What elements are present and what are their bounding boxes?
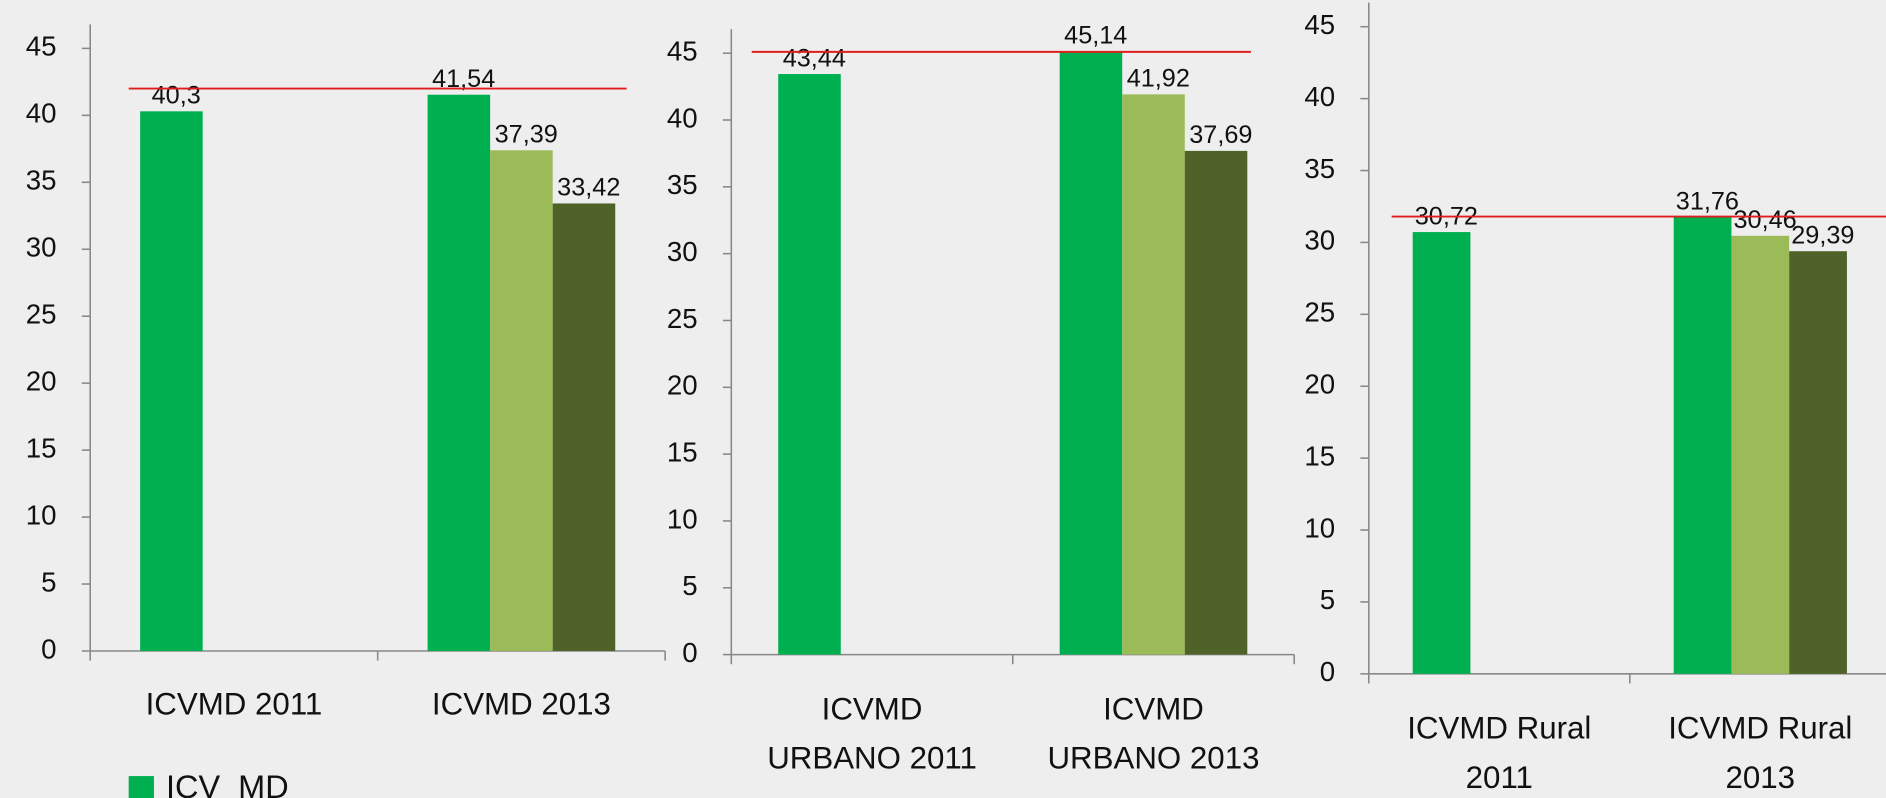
- x-tick-label: ICVMD Rural: [1668, 711, 1852, 746]
- data-label: 43,44: [783, 44, 846, 72]
- y-tick-label: 15: [26, 432, 57, 463]
- x-tick-label: ICVMD Rural: [1407, 711, 1591, 746]
- x-tick-label: 2013: [1726, 760, 1796, 795]
- data-label: 37,69: [1189, 121, 1252, 149]
- x-tick-label: URBANO 2013: [1047, 741, 1259, 776]
- bar: [1122, 94, 1185, 655]
- y-tick-label: 5: [41, 566, 56, 597]
- y-tick-label: 40: [667, 102, 698, 133]
- data-label: 33,42: [557, 174, 620, 202]
- bar: [552, 203, 616, 651]
- y-tick-label: 30: [26, 232, 57, 263]
- data-label: 31,76: [1676, 187, 1739, 215]
- bar: [427, 94, 491, 651]
- y-tick-label: 25: [26, 299, 57, 330]
- y-tick-label: 5: [1320, 584, 1335, 615]
- y-tick-label: 40: [26, 98, 57, 129]
- y-tick-label: 20: [667, 370, 698, 401]
- legend-label: ICV_MD: [166, 769, 289, 798]
- bar: [1059, 51, 1123, 655]
- bar: [1731, 235, 1790, 674]
- data-label: 29,39: [1791, 221, 1854, 249]
- data-label: 30,46: [1734, 206, 1797, 234]
- y-tick-label: 15: [1304, 440, 1335, 471]
- y-tick-label: 45: [26, 31, 57, 62]
- bar: [1789, 251, 1847, 674]
- bar: [490, 150, 553, 651]
- y-tick-label: 35: [26, 165, 57, 196]
- y-tick-label: 0: [682, 637, 697, 668]
- bar: [140, 111, 203, 651]
- bar: [1184, 150, 1248, 655]
- x-tick-label: ICVMD: [822, 691, 923, 726]
- data-label: 40,3: [152, 82, 201, 110]
- y-tick-label: 20: [1304, 369, 1335, 400]
- data-label: 41,92: [1127, 65, 1190, 93]
- data-label: 45,14: [1064, 22, 1127, 50]
- y-tick-label: 0: [1320, 656, 1335, 687]
- x-tick-label: 2011: [1466, 760, 1533, 795]
- bar: [1673, 217, 1732, 674]
- y-tick-label: 20: [26, 365, 57, 396]
- y-tick-label: 10: [667, 503, 698, 534]
- y-tick-label: 35: [1304, 153, 1335, 184]
- y-tick-label: 25: [667, 303, 698, 334]
- x-tick-label: URBANO 2011: [767, 741, 977, 776]
- y-tick-label: 30: [667, 236, 698, 267]
- y-tick-label: 45: [667, 36, 698, 67]
- y-tick-label: 25: [1304, 297, 1335, 328]
- data-label: 37,39: [495, 121, 558, 149]
- legend-swatch: [128, 776, 154, 798]
- bar: [778, 74, 841, 655]
- y-tick-label: 5: [682, 570, 697, 601]
- y-tick-label: 0: [41, 633, 56, 664]
- y-tick-label: 10: [26, 499, 57, 530]
- y-tick-label: 35: [667, 169, 698, 200]
- y-tick-label: 45: [1304, 9, 1335, 40]
- bar: [1412, 232, 1471, 674]
- y-tick-label: 10: [1304, 512, 1335, 543]
- x-tick-label: ICVMD: [1103, 691, 1204, 726]
- y-tick-label: 40: [1304, 81, 1335, 112]
- x-tick-label: ICVMD 2013: [432, 687, 611, 722]
- y-tick-label: 15: [667, 436, 698, 467]
- y-tick-label: 30: [1304, 225, 1335, 256]
- x-tick-label: ICVMD 2011: [146, 687, 323, 722]
